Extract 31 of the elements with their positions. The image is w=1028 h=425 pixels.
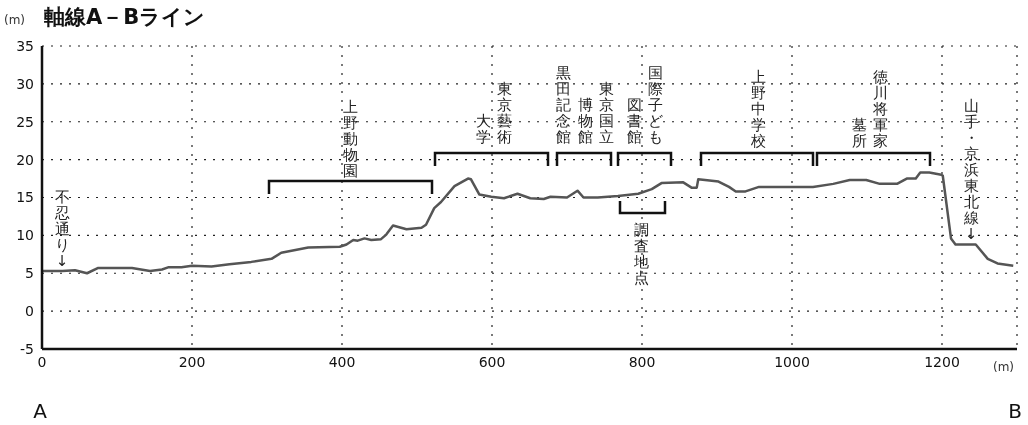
text: 山手・京浜東北線↓: [963, 97, 979, 243]
annotation: 国際子ども図書館: [627, 64, 663, 146]
x-tick-label: 200: [178, 353, 206, 370]
text: A: [33, 399, 48, 423]
y-tick-label: 10: [16, 227, 34, 244]
annotation: 徳川将軍家墓所: [852, 68, 888, 150]
x-tick-label: 1000: [774, 353, 810, 370]
annotation: 上野中学校: [749, 68, 766, 150]
y-tick-label: 30: [16, 75, 34, 92]
x-tick-label: 0: [37, 353, 47, 370]
annotation: 東京藝術大学: [476, 80, 512, 146]
y-tick-label: 5: [25, 265, 34, 282]
annotation: 東京国立博物館: [578, 80, 614, 146]
y-tick-label: 20: [16, 151, 34, 168]
annotation: 調査地点: [632, 221, 649, 287]
annotation: 不忍通り↓: [53, 188, 70, 270]
annotation: 上野動物園: [342, 98, 358, 180]
text: B: [1008, 399, 1022, 423]
y-axis-title: (m): [4, 13, 26, 27]
y-tick-label: 0: [25, 303, 34, 320]
annotation: 黒田記念館: [555, 64, 571, 146]
y-tick-label: 35: [16, 37, 34, 54]
chart-title: 軸線A－Bライン: [44, 4, 206, 31]
y-tick-label: 15: [16, 189, 34, 206]
x-tick-label: 1200: [924, 353, 960, 370]
x-tick-label: 600: [478, 353, 506, 370]
y-tick-label: 25: [16, 113, 34, 130]
x-axis-title: (m): [993, 360, 1015, 374]
x-tick-label: 800: [628, 353, 656, 370]
y-tick-label: -5: [20, 340, 34, 357]
x-tick-label: 400: [328, 353, 356, 370]
